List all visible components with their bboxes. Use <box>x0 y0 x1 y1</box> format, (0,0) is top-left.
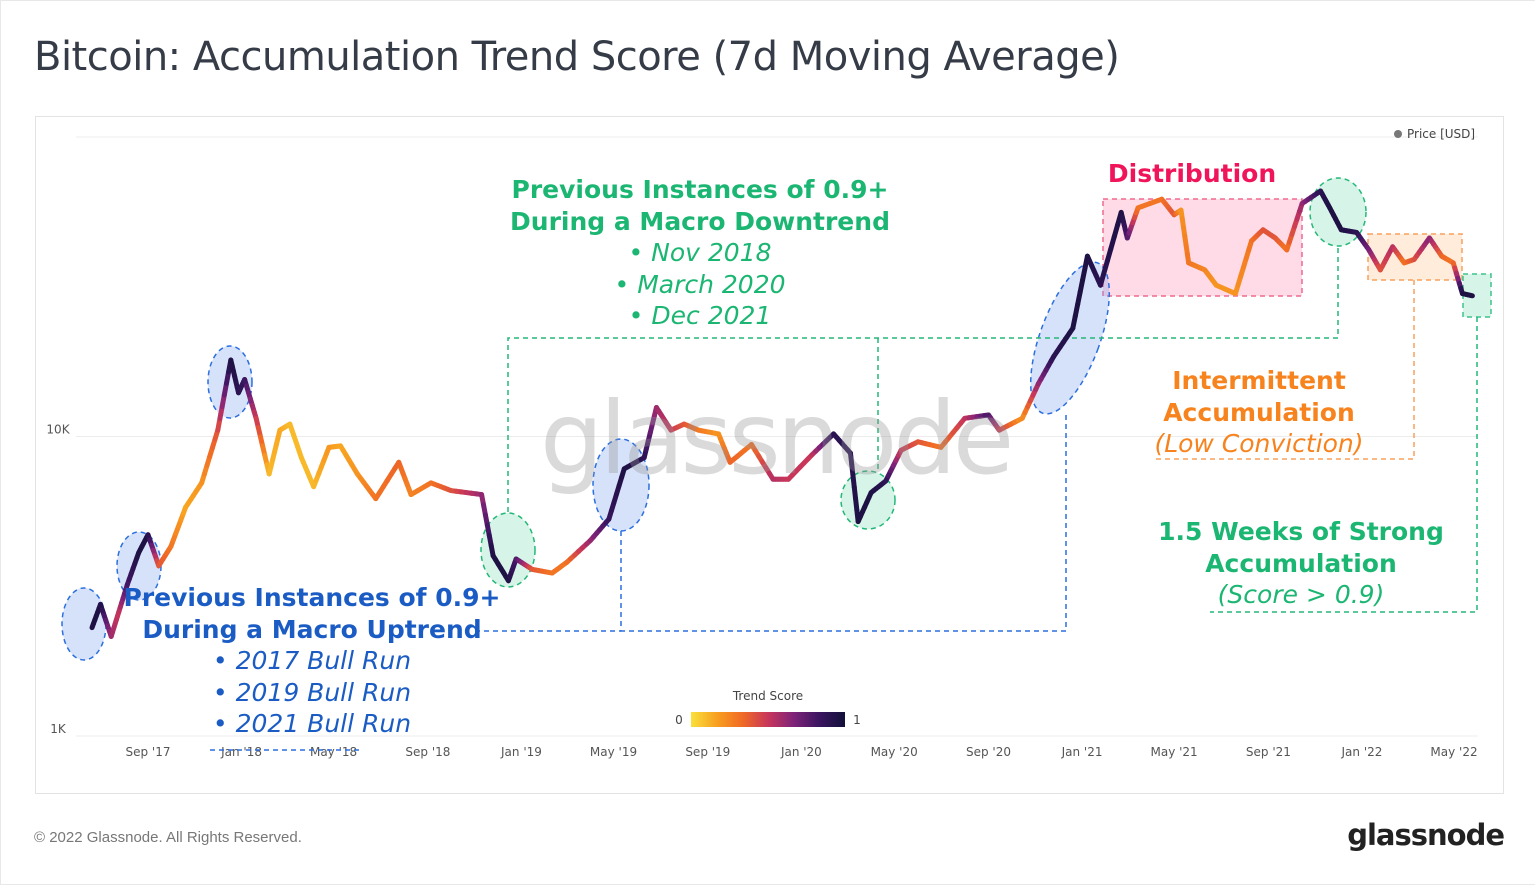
x-tick-label: Sep '20 <box>966 745 1011 759</box>
uptrend-bullet: • 2021 Bull Run <box>212 709 412 738</box>
colorbar-max-label: 1 <box>853 713 861 727</box>
x-tick-label: Sep '19 <box>685 745 730 759</box>
intermittent-line2: Accumulation <box>1163 397 1355 427</box>
downtrend-line2: During a Macro Downtrend <box>510 206 890 236</box>
x-tick-label: May '21 <box>1150 745 1197 759</box>
y-tick-label: 1K <box>50 722 67 736</box>
downtrend-connector <box>507 246 1339 512</box>
downtrend-bullet: • Dec 2021 <box>628 301 772 330</box>
downtrend-line1: Previous Instances of 0.9+ <box>511 175 889 204</box>
downtrend-bullet: • March 2020 <box>614 269 786 299</box>
x-tick-label: May '22 <box>1430 745 1477 759</box>
uptrend-ellipse-1 <box>61 587 107 661</box>
x-tick-label: Sep '18 <box>405 745 450 759</box>
distribution-label: Distribution <box>1107 159 1277 188</box>
annotation-shapes <box>61 177 1492 751</box>
colorbar <box>691 712 845 727</box>
intermittent-line3: (Low Conviction) <box>1154 429 1364 458</box>
glassnode-logo: glassnode <box>1347 818 1505 852</box>
uptrend-line2: During a Macro Uptrend <box>142 614 482 644</box>
colorbar-title: Trend Score <box>732 689 803 703</box>
page-title: Bitcoin: Accumulation Trend Score (7d Mo… <box>34 34 1120 80</box>
x-tick-label: Sep '17 <box>126 745 171 759</box>
y-tick-label: 10K <box>46 423 70 437</box>
uptrend-annotation: Previous Instances of 0.9+ During a Macr… <box>112 582 512 740</box>
x-tick-label: May '20 <box>871 745 918 759</box>
x-tick-label: Jan '18 <box>220 745 262 759</box>
x-tick-label: Sep '21 <box>1246 745 1291 759</box>
strong-line1: 1.5 Weeks of Strong <box>1158 517 1444 546</box>
x-tick-label: Jan '21 <box>1061 745 1103 759</box>
distribution-annotation: Distribution <box>1092 158 1292 190</box>
downtrend-ellipse-1 <box>480 512 536 588</box>
downtrend-annotation: Previous Instances of 0.9+ During a Macr… <box>500 174 900 332</box>
x-tick-label: Jan '19 <box>500 745 542 759</box>
strong-connector <box>1210 317 1478 613</box>
uptrend-line1: Previous Instances of 0.9+ <box>123 583 501 612</box>
chart-container <box>35 116 1504 794</box>
strong-annotation: 1.5 Weeks of Strong Accumulation (Score … <box>1151 516 1451 611</box>
intermittent-line1: Intermittent <box>1172 366 1346 395</box>
uptrend-connector <box>620 415 1067 632</box>
uptrend-bullet: • 2019 Bull Run <box>212 677 412 707</box>
price-series <box>89 188 1475 639</box>
uptrend-ellipse-5 <box>1029 261 1111 415</box>
strong-line2: Accumulation <box>1205 548 1397 578</box>
distribution-box <box>1102 198 1303 297</box>
x-tick-label: May '19 <box>590 745 637 759</box>
copyright-footer: © 2022 Glassnode. All Rights Reserved. <box>34 829 302 846</box>
strong-line3: (Score > 0.9) <box>1217 580 1385 609</box>
downtrend-bullet: • Nov 2018 <box>628 238 772 267</box>
x-tick-label: Jan '22 <box>1341 745 1383 759</box>
x-tick-label: Jan '20 <box>780 745 822 759</box>
legend-label: Price [USD] <box>1407 127 1475 141</box>
x-tick-label: May '18 <box>310 745 357 759</box>
legend-marker <box>1394 130 1402 138</box>
uptrend-ellipse-3 <box>207 345 253 419</box>
colorbar-min-label: 0 <box>675 713 683 727</box>
intermittent-annotation: Intermittent Accumulation (Low Convictio… <box>1109 365 1409 460</box>
intermittent-connector <box>1152 280 1415 460</box>
uptrend-bullet: • 2017 Bull Run <box>212 646 412 675</box>
